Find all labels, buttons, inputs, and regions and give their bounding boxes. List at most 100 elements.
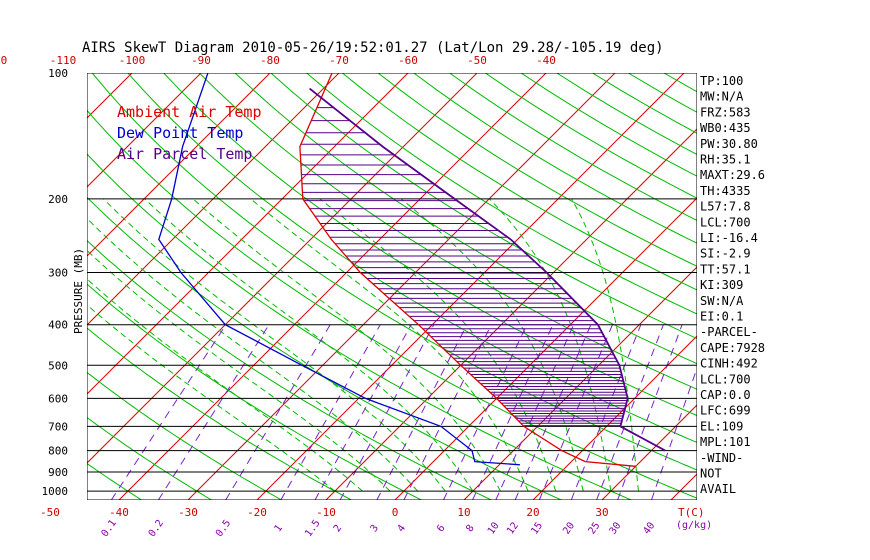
dry-adiabat-line	[234, 73, 697, 365]
side-panel-item: KI:309	[700, 278, 743, 292]
side-panel-item: SW:N/A	[700, 294, 744, 308]
side-panel-item: NOT	[700, 467, 722, 481]
pressure-tick-label: 400	[48, 319, 68, 332]
mixing-ratio-unit-label: (g/kg)	[676, 520, 712, 531]
dry-adiabat-line	[807, 73, 870, 500]
side-panel-item: LFC:699	[700, 404, 751, 418]
dry-adiabat-line	[87, 196, 562, 500]
isotherm-line	[809, 73, 870, 500]
top-temp-tick-label: -80	[260, 54, 280, 67]
pressure-tick-label: 600	[48, 392, 68, 405]
mixing-ratio-line	[472, 324, 554, 500]
side-panel-item: EL:109	[700, 419, 743, 433]
sounding-series	[158, 73, 666, 467]
moist-adiabat-line	[250, 198, 529, 492]
side-panel-item: LI:-16.4	[700, 231, 758, 245]
dry-adiabat-line	[163, 73, 697, 417]
mixing-ratio-tick-label: 15	[529, 520, 545, 536]
bottom-temp-tick-label: 10	[457, 506, 470, 519]
mixing-ratio-tick-label: 10	[486, 520, 502, 536]
mixing-ratio-line	[596, 324, 664, 500]
isotherm-line	[463, 266, 697, 500]
mixing-ratio-line	[514, 324, 592, 500]
isotherm-line	[118, 73, 547, 500]
y-axis-title: PRESSURE (MB)	[72, 248, 85, 334]
mixing-ratio-tick-label: 20	[561, 520, 577, 536]
top-temp-tick-label: -40	[536, 54, 556, 67]
mixing-ratio-tick-label: 0.5	[214, 518, 233, 539]
dry-adiabat-line	[91, 73, 697, 471]
side-panel-item: TH:4335	[700, 184, 751, 198]
top-temp-tick-label: -50	[467, 54, 487, 67]
side-panel-item: LCL:700	[700, 215, 751, 229]
side-panel-item: CAP:0.0	[700, 388, 751, 402]
mixing-ratio-line	[110, 324, 227, 500]
parcel-line	[309, 87, 666, 452]
mixing-ratio-tick-label: 25	[587, 520, 603, 536]
bottom-temp-tick-label: -30	[178, 506, 198, 519]
moist-adiabat-line	[87, 249, 391, 492]
mixing-ratio-tick-label: 6	[435, 523, 447, 534]
side-panel-item: WB0:435	[700, 121, 751, 135]
mixing-ratio-line	[650, 366, 697, 500]
dry-adiabat-line	[342, 73, 697, 291]
mixing-ratio-line	[157, 324, 270, 500]
legend: Ambient Air Temp Dew Point Temp Air Parc…	[117, 103, 262, 163]
side-panel-item: -PARCEL-	[700, 325, 758, 339]
top-temp-tick-label: -120	[0, 54, 7, 67]
pressure-tick-label: 1000	[42, 485, 69, 498]
dry-adiabat-line	[663, 73, 697, 93]
ambient-temp-line	[299, 73, 636, 467]
mixing-ratio-tick-label: 30	[608, 520, 624, 536]
mixing-ratio-line	[403, 324, 492, 500]
dewpoint-line	[158, 73, 520, 466]
temp-unit-label: T(C)	[678, 506, 705, 519]
dry-adiabat-line	[520, 73, 697, 177]
mixing-ratio-line	[617, 324, 683, 500]
mixing-ratio-line	[339, 324, 435, 500]
mixing-ratio-tick-label: 1	[273, 523, 285, 534]
pressure-tick-label: 200	[48, 193, 68, 206]
side-panel-item: MPL:101	[700, 435, 751, 449]
dry-adiabat-line	[377, 73, 697, 267]
side-panel-item: MW:N/A	[700, 90, 744, 104]
top-temp-tick-label: -60	[398, 54, 418, 67]
mixing-ratio-line	[443, 324, 528, 500]
side-panel-item: TP:100	[700, 74, 743, 88]
mixing-ratio-line	[376, 324, 468, 500]
side-panel-item: AVAIL	[700, 482, 736, 496]
mixing-ratio-line	[280, 324, 381, 500]
mixing-ratio-line	[570, 324, 642, 500]
pressure-tick-label: 100	[48, 67, 68, 80]
dry-adiabat-line	[87, 153, 632, 500]
top-temp-tick-label: -70	[329, 54, 349, 67]
isotherm-line	[0, 73, 63, 500]
mixing-ratio-tick-label: 4	[396, 523, 408, 534]
isotherm-line	[87, 73, 478, 464]
isotherm-line	[740, 73, 870, 500]
dry-adiabat-line	[87, 371, 282, 500]
side-panel-item: L57:7.8	[700, 200, 751, 214]
mixing-ratio-tick-label: 8	[464, 523, 476, 534]
dry-adiabat-line	[87, 109, 697, 499]
side-panel-item: RH:35.1	[700, 153, 751, 167]
pressure-tick-label: 300	[48, 267, 68, 280]
side-panel-item: MAXT:29.6	[700, 168, 765, 182]
mixing-ratio-tick-label: 3	[369, 523, 381, 534]
mixing-ratio-line	[538, 324, 613, 500]
dry-adiabat-line	[87, 283, 422, 500]
side-panel-item: CINH:492	[700, 357, 758, 371]
bottom-temp-tick-label: -20	[247, 506, 267, 519]
dry-adiabat-line	[87, 462, 142, 500]
dry-adiabat-line	[127, 73, 697, 444]
moist-adiabat-line	[87, 304, 336, 492]
dry-adiabat-line	[449, 73, 697, 222]
side-panel-item: PW:30.80	[700, 137, 758, 151]
bottom-temp-tick-label: -40	[109, 506, 129, 519]
isotherm-line	[87, 73, 202, 188]
bottom-temp-tick-label: 20	[526, 506, 539, 519]
legend-parcel: Air Parcel Temp	[117, 145, 252, 163]
bottom-temp-tick-label: -50	[40, 506, 60, 519]
